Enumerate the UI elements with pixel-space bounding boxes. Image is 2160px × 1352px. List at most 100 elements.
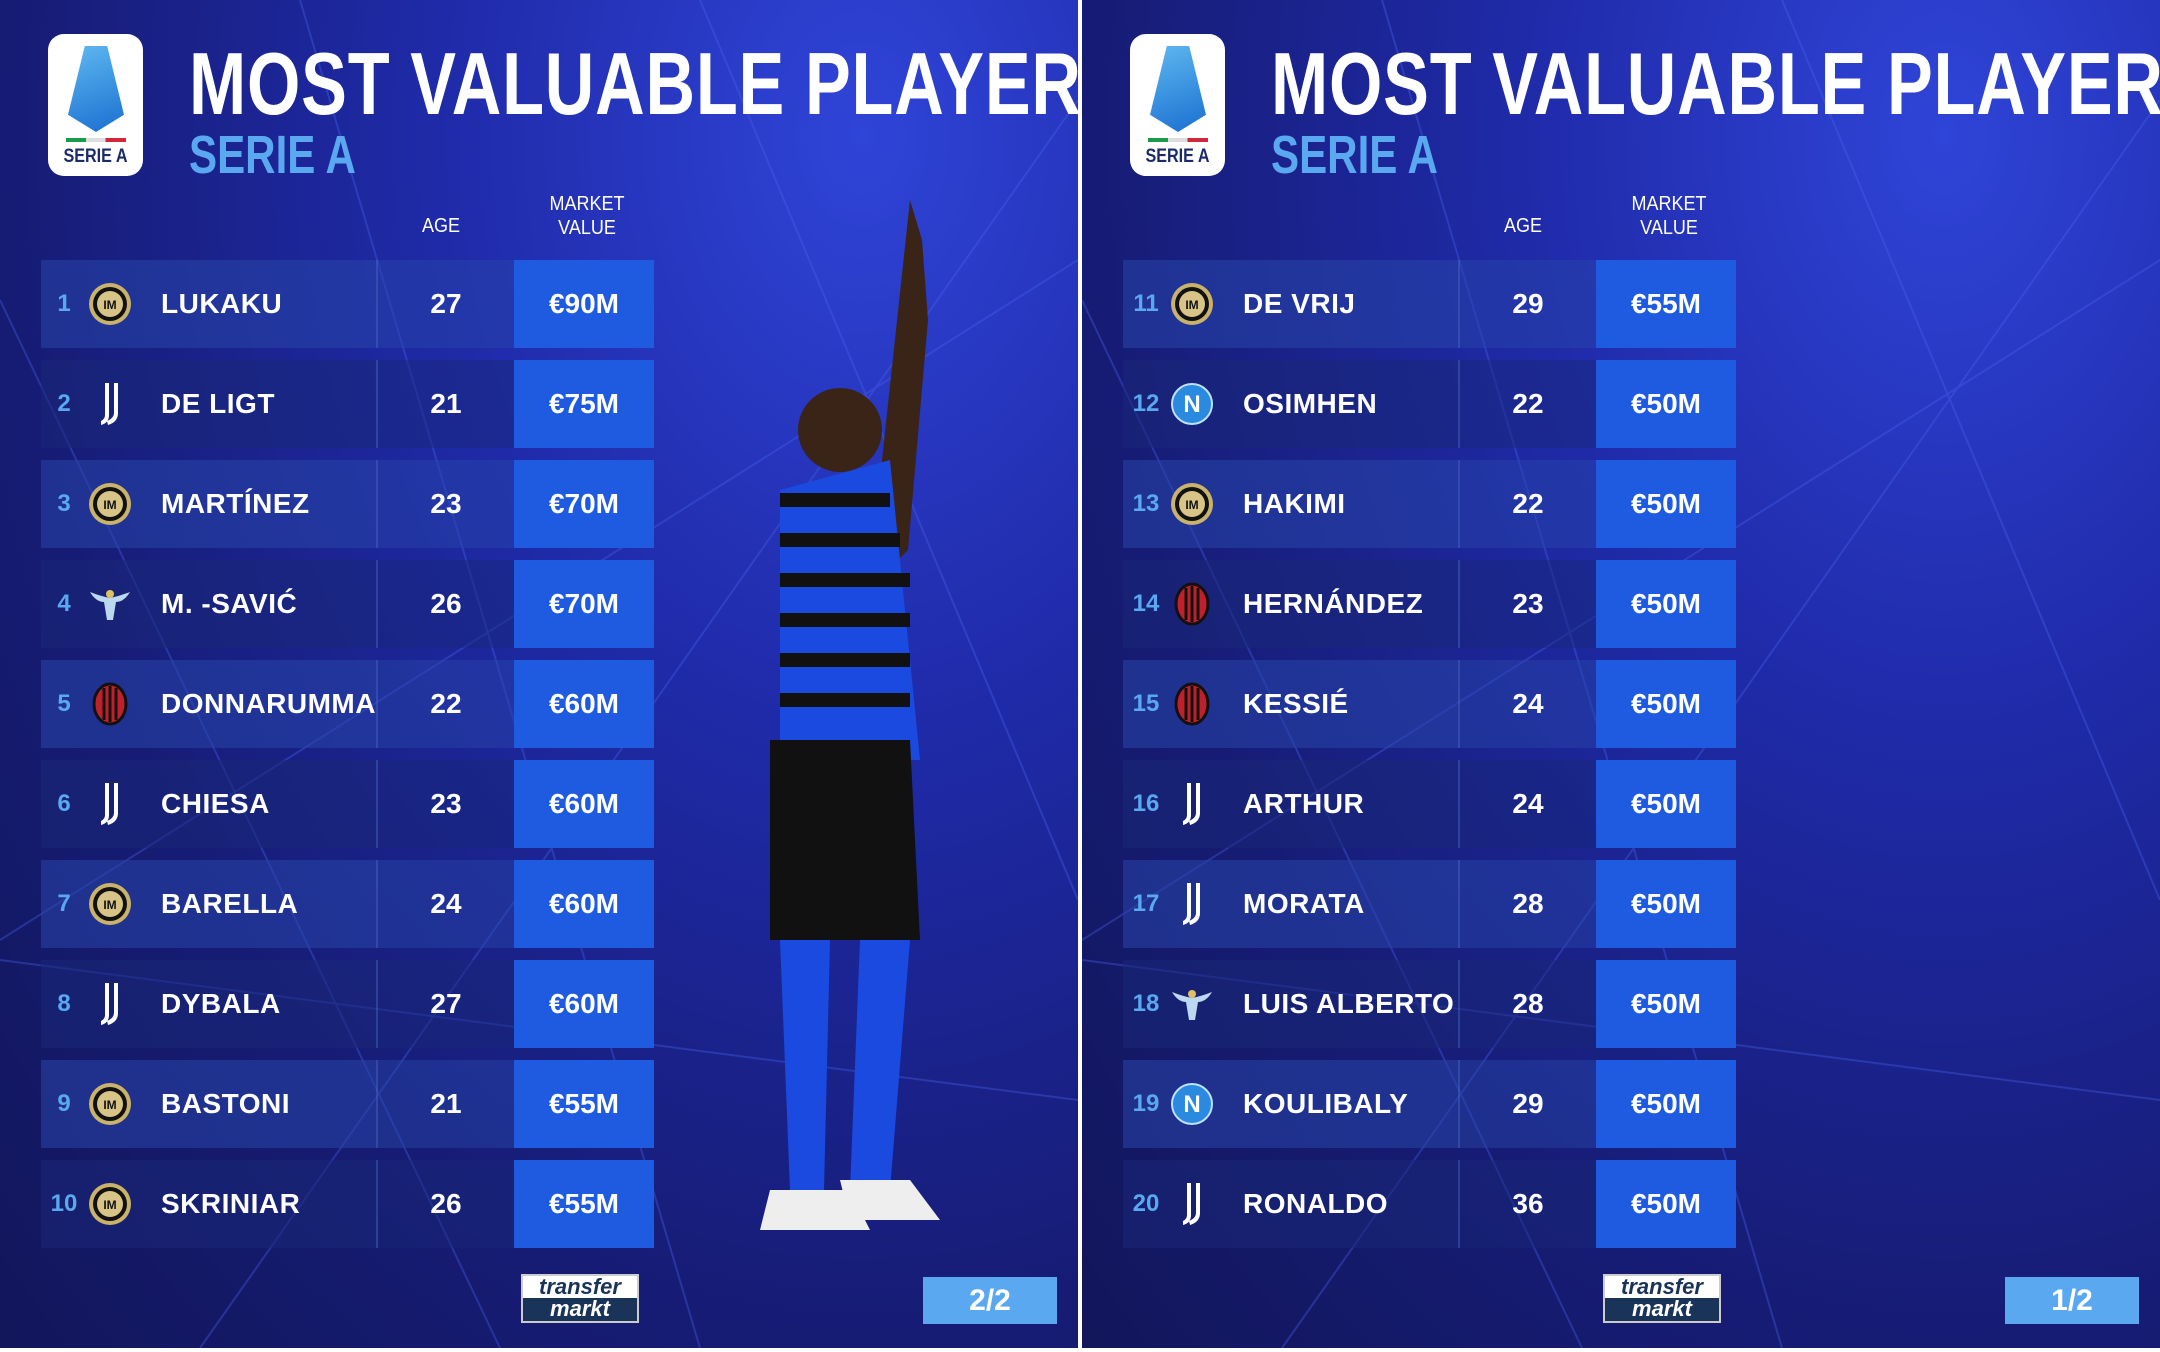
juventus-club-crest-icon (87, 781, 133, 827)
market-value: €70M (514, 560, 654, 648)
serie-a-emblem-icon (68, 46, 124, 132)
table-row[interactable]: 5 DONNARUMMA 22 €60M (41, 660, 654, 748)
player-cell: 2 DE LIGT (41, 360, 376, 448)
rank-number: 3 (57, 490, 71, 517)
inter-club-crest-icon: IM (87, 1181, 133, 1227)
player-cell: 6 CHIESA (41, 760, 376, 848)
table-row[interactable]: 18 LUIS ALBERTO 28 €50M (1123, 960, 1736, 1048)
svg-text:IM: IM (103, 898, 116, 912)
page-subtitle: SERIE A (189, 125, 356, 185)
market-value: €55M (514, 1060, 654, 1148)
market-value-header-line1: MARKET (549, 193, 625, 215)
market-value-header-line1: MARKET (1631, 193, 1707, 215)
market-value: €60M (514, 860, 654, 948)
player-age: 28 (1458, 960, 1596, 1048)
transfermarkt-logo-line1: transfer (523, 1276, 637, 1298)
table-row[interactable]: 11 IM DE VRIJ 29 €55M (1123, 260, 1736, 348)
svg-text:N: N (1183, 1091, 1200, 1118)
market-value: €50M (1596, 960, 1736, 1048)
player-age: 28 (1458, 860, 1596, 948)
market-value: €90M (514, 260, 654, 348)
player-cell: 11 IM DE VRIJ (1123, 260, 1458, 348)
juventus-club-crest-icon (87, 981, 133, 1027)
market-value-column-header: MARKET VALUE (533, 192, 641, 240)
player-name: DE VRIJ (1243, 288, 1356, 319)
rank-number: 2 (57, 390, 71, 417)
svg-text:IM: IM (103, 498, 116, 512)
ranking-panel: SERIE A MOST VALUABLE PLAYERS SERIE A AGE MA… (1082, 0, 2160, 1348)
player-age: 21 (376, 1060, 514, 1148)
player-age: 24 (1458, 660, 1596, 748)
player-age: 36 (1458, 1160, 1596, 1248)
player-name: HERNÁNDEZ (1243, 588, 1424, 619)
age-column-header: AGE (421, 215, 461, 237)
market-value: €70M (514, 460, 654, 548)
napoli-club-crest-icon: N (1169, 381, 1215, 427)
table-row[interactable]: 9 IM BASTONI 21 €55M (41, 1060, 654, 1148)
table-row[interactable]: 4 M. -SAVIĆ 26 €70M (41, 560, 654, 648)
table-row[interactable]: 19 N KOULIBALY 29 €50M (1123, 1060, 1736, 1148)
table-row[interactable]: 2 DE LIGT 21 €75M (41, 360, 654, 448)
rank-number: 11 (1133, 290, 1159, 317)
table-row[interactable]: 3 IM MARTÍNEZ 23 €70M (41, 460, 654, 548)
table-row[interactable]: 14 HERNÁNDEZ 23 €50M (1123, 560, 1736, 648)
table-row[interactable]: 10 IM SKRINIAR 26 €55M (41, 1160, 654, 1248)
svg-text:IM: IM (1185, 498, 1198, 512)
player-name: DONNARUMMA (161, 688, 376, 719)
player-cell: 1 IM LUKAKU (41, 260, 376, 348)
table-row[interactable]: 20 RONALDO 36 €50M (1123, 1160, 1736, 1248)
table-row[interactable]: 12 N OSIMHEN 22 €50M (1123, 360, 1736, 448)
svg-text:IM: IM (1185, 298, 1198, 312)
player-name: BARELLA (161, 888, 299, 919)
player-cell: 4 M. -SAVIĆ (41, 560, 376, 648)
juventus-club-crest-icon (87, 381, 133, 427)
player-cell: 13 IM HAKIMI (1123, 460, 1458, 548)
transfermarkt-logo-line2: markt (550, 1296, 610, 1321)
player-cell: 16 ARTHUR (1123, 760, 1458, 848)
rank-number: 8 (57, 990, 71, 1017)
rank-number: 13 (1132, 490, 1160, 517)
lazio-club-crest-icon (87, 581, 133, 627)
table-row[interactable]: 15 KESSIÉ 24 €50M (1123, 660, 1736, 748)
player-age: 22 (1458, 460, 1596, 548)
player-name: ARTHUR (1243, 788, 1365, 819)
rank-number: 6 (57, 790, 71, 817)
player-age: 27 (376, 960, 514, 1048)
rank-number: 17 (1132, 890, 1160, 917)
player-cell: 12 N OSIMHEN (1123, 360, 1458, 448)
table-row[interactable]: 1 IM LUKAKU 27 €90M (41, 260, 654, 348)
italian-flag-stripe (66, 138, 126, 142)
rank-number: 1 (57, 290, 71, 317)
player-cell: 10 IM SKRINIAR (41, 1160, 376, 1248)
lazio-club-crest-icon (1169, 981, 1215, 1027)
table-row[interactable]: 6 CHIESA 23 €60M (41, 760, 654, 848)
table-row[interactable]: 8 DYBALA 27 €60M (41, 960, 654, 1048)
rank-number: 14 (1132, 590, 1160, 617)
table-row[interactable]: 16 ARTHUR 24 €50M (1123, 760, 1736, 848)
market-value: €50M (1596, 760, 1736, 848)
rank-number: 20 (1132, 1190, 1160, 1217)
market-value: €50M (1596, 660, 1736, 748)
rank-number: 19 (1132, 1090, 1160, 1117)
inter-club-crest-icon: IM (87, 1081, 133, 1127)
table-row[interactable]: 7 IM BARELLA 24 €60M (41, 860, 654, 948)
rank-number: 9 (57, 1090, 71, 1117)
player-name: LUIS ALBERTO (1243, 988, 1455, 1019)
page-subtitle: SERIE A (1271, 125, 1438, 185)
table-row[interactable]: 17 MORATA 28 €50M (1123, 860, 1736, 948)
player-name: CHIESA (161, 788, 270, 819)
player-cell: 15 KESSIÉ (1123, 660, 1458, 748)
market-value: €75M (514, 360, 654, 448)
juventus-club-crest-icon (1169, 881, 1215, 927)
market-value: €55M (514, 1160, 654, 1248)
table-row[interactable]: 13 IM HAKIMI 22 €50M (1123, 460, 1736, 548)
market-value-header-line2: VALUE (558, 217, 616, 239)
player-age: 22 (376, 660, 514, 748)
market-value: €60M (514, 960, 654, 1048)
market-value: €60M (514, 660, 654, 748)
rank-number: 16 (1132, 790, 1160, 817)
player-name: DE LIGT (161, 388, 275, 419)
inter-club-crest-icon: IM (87, 281, 133, 327)
player-name: HAKIMI (1243, 488, 1346, 519)
market-value: €50M (1596, 360, 1736, 448)
